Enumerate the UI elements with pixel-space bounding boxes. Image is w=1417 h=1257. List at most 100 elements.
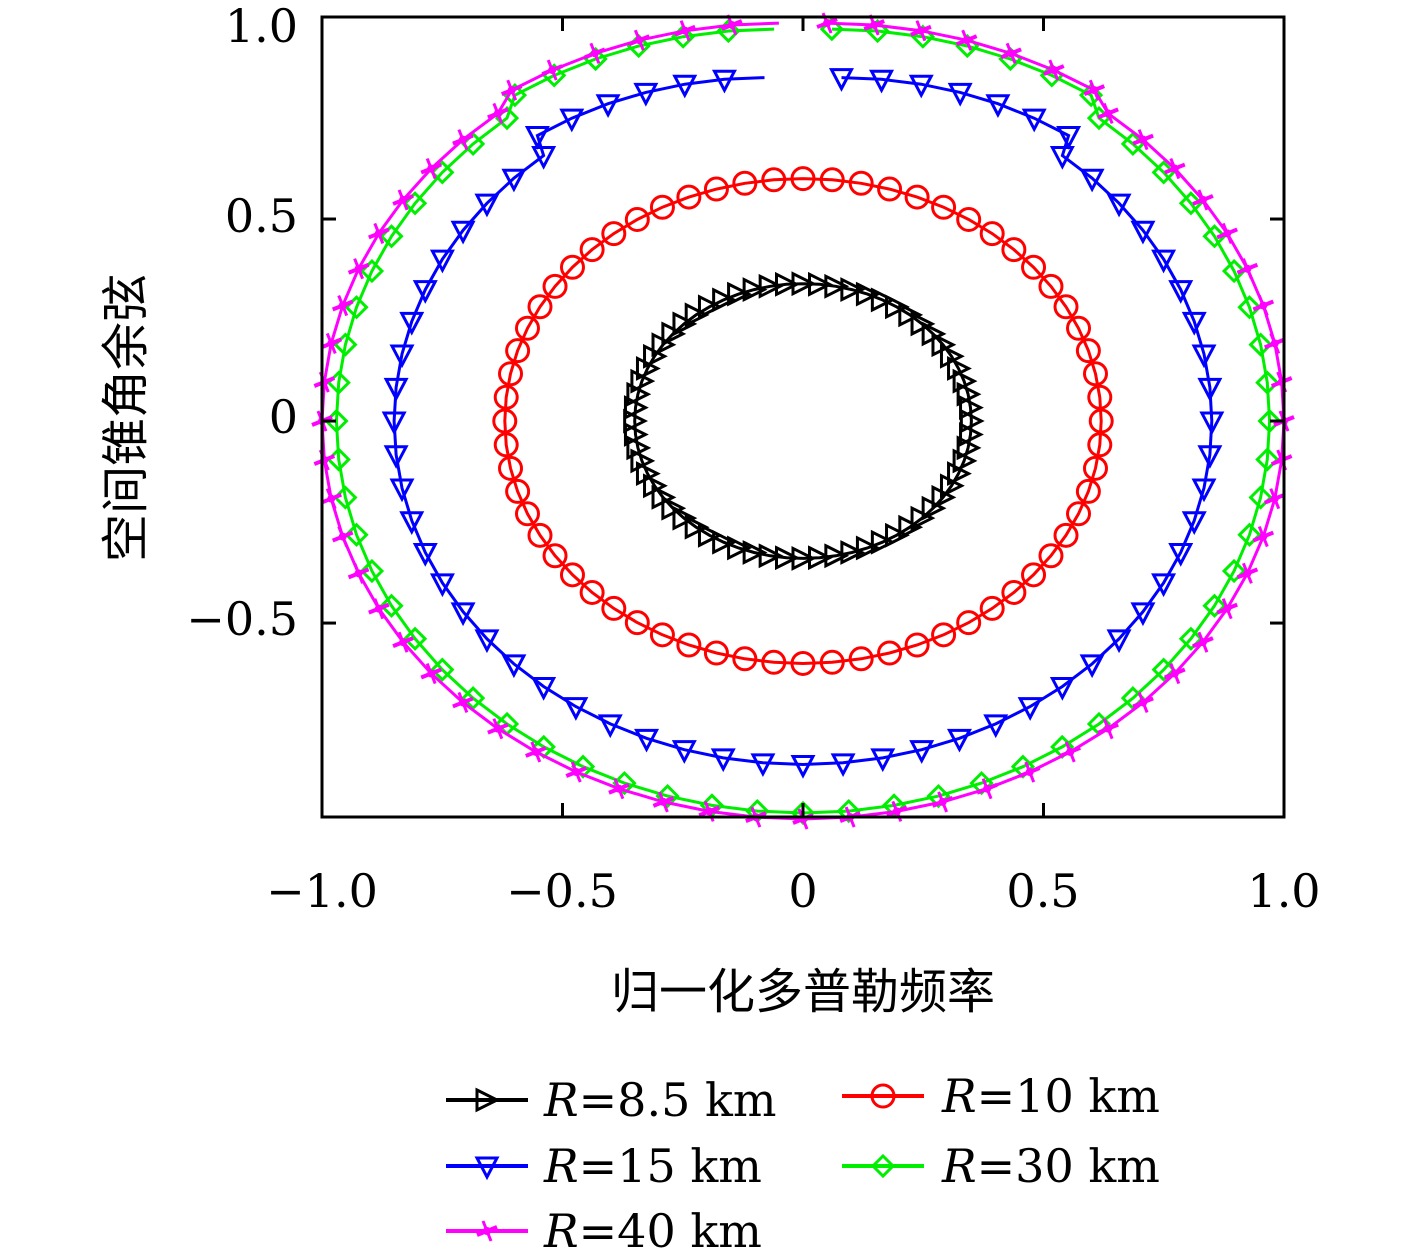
legend-item-r85: R=8.5 km: [446, 1073, 776, 1127]
data-point: [955, 29, 978, 51]
data-point: [1181, 311, 1207, 336]
data-point: [931, 332, 957, 358]
data-point: [633, 82, 659, 107]
data-point: [474, 193, 500, 218]
data-point: [565, 761, 588, 783]
data-point: [946, 728, 972, 753]
data-point: [1236, 258, 1259, 280]
data-point: [635, 461, 661, 487]
data-point: [750, 753, 776, 778]
data-point: [612, 771, 637, 796]
data-point: [983, 714, 1009, 739]
data-point: [1075, 478, 1101, 504]
data-point: [429, 249, 455, 274]
data-point: [1079, 168, 1105, 193]
data-point: [1053, 294, 1079, 320]
data-point: [344, 522, 369, 547]
data-point: [492, 408, 518, 434]
data-point: [959, 422, 984, 447]
data-point: [956, 435, 982, 461]
data-point: [674, 20, 696, 42]
data-point: [697, 294, 723, 320]
svg-text:R=40 km: R=40 km: [543, 1204, 762, 1257]
data-point: [727, 535, 752, 561]
data-point: [1181, 511, 1207, 535]
legend-label: =40 km: [579, 1204, 762, 1257]
data-point: [1151, 249, 1177, 274]
data-point: [848, 170, 874, 196]
data-point: [392, 189, 414, 211]
data-point: [368, 222, 390, 244]
data-point: [1151, 573, 1177, 598]
data-point: [1237, 295, 1262, 320]
data-point: [939, 473, 965, 499]
data-point: [429, 573, 455, 598]
data-point: [931, 194, 957, 220]
data-point: [1164, 662, 1186, 685]
x-tick-label: −1.0: [266, 864, 378, 918]
data-point: [368, 598, 390, 620]
data-point: [1088, 408, 1114, 434]
data-point: [761, 167, 787, 193]
data-point: [761, 649, 787, 675]
series-r-15-km: [381, 68, 1225, 779]
data-point: [676, 184, 702, 210]
data-point: [931, 622, 957, 648]
data-point: [1079, 654, 1105, 679]
data-point: [952, 448, 978, 474]
legend-marker: [870, 1083, 896, 1109]
data-point: [684, 514, 710, 540]
data-point: [790, 166, 816, 192]
data-point: [1221, 558, 1247, 584]
data-point: [389, 478, 415, 503]
y-tick-label: −0.5: [186, 592, 298, 646]
data-point: [634, 728, 660, 753]
series-line: [503, 177, 1103, 666]
data-point: [392, 631, 414, 653]
data-point: [579, 237, 605, 263]
data-point: [703, 176, 729, 202]
data-point: [493, 432, 519, 458]
data-point: [570, 754, 596, 779]
data-point: [855, 281, 881, 307]
plot-series: [311, 12, 1295, 830]
data-point: [676, 632, 702, 658]
data-point: [430, 657, 455, 682]
data-point: [601, 221, 627, 247]
data-point: [684, 302, 710, 328]
data-point: [1059, 741, 1081, 763]
data-point: [623, 395, 649, 421]
data-point: [712, 287, 737, 313]
data-point: [347, 562, 370, 584]
data-point: [1216, 222, 1238, 244]
x-axis-title: 归一化多普勒频率: [611, 964, 995, 1020]
data-point: [985, 94, 1011, 118]
data-point: [830, 753, 856, 778]
data-point: [1075, 338, 1101, 364]
data-point: [1097, 718, 1119, 740]
data-point: [886, 800, 908, 822]
data-point: [542, 273, 568, 299]
data-point: [828, 68, 854, 92]
x-tick-label: 0.5: [1006, 864, 1079, 918]
data-point: [1202, 224, 1227, 249]
data-point: [819, 649, 845, 675]
data-point: [487, 718, 509, 740]
data-point: [947, 82, 973, 107]
data-point: [624, 610, 650, 636]
series-r-40-km: [311, 12, 1295, 830]
data-point: [712, 529, 737, 555]
svg-text:R=30 km: R=30 km: [941, 1139, 1160, 1193]
data-point: [527, 294, 553, 320]
data-point: [595, 94, 621, 118]
data-point: [493, 384, 519, 410]
data-point: [1221, 258, 1247, 284]
data-point: [697, 522, 723, 548]
y-axis-title: 空间锥角余弦: [98, 274, 154, 562]
data-point: [1257, 408, 1282, 434]
y-tick-label: 1.0: [225, 0, 298, 53]
data-point: [969, 771, 994, 796]
data-point: [1264, 332, 1286, 354]
data-point: [584, 42, 606, 64]
data-point: [626, 435, 652, 461]
